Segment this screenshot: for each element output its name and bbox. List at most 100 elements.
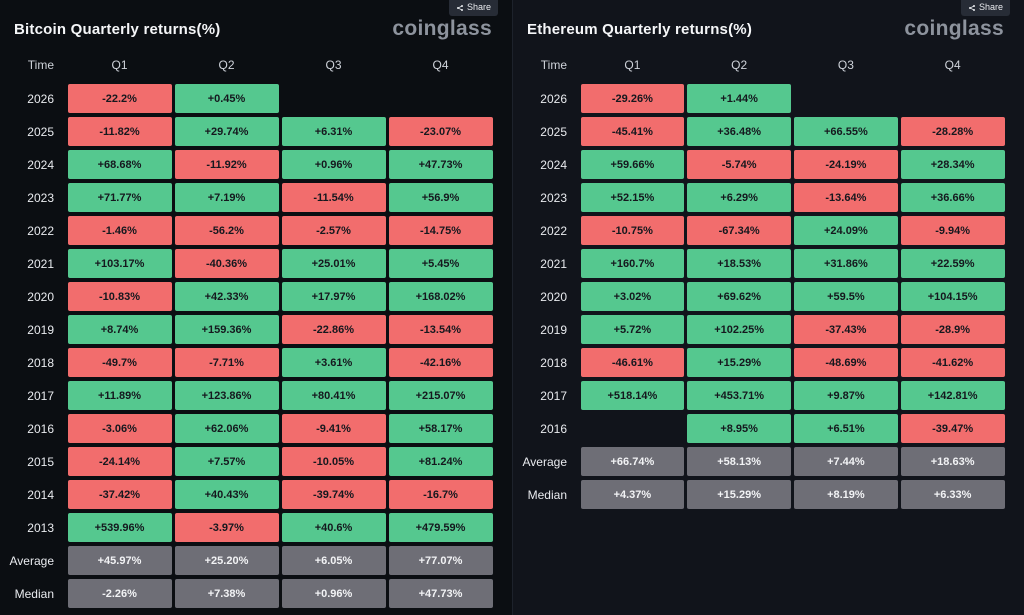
value-cell: +539.96% <box>67 513 172 542</box>
value-cell: -13.54% <box>388 315 493 344</box>
value-cell: -10.05% <box>281 447 386 476</box>
row-label: 2020 <box>27 289 54 304</box>
table-row: 2026 -29.26% +1.44% <box>521 84 1006 113</box>
empty-cell <box>389 84 493 113</box>
table-row: 2023 +71.77% +7.19% -11.54% +56.9% <box>8 183 494 212</box>
table-row: 2022 -1.46% -56.2% -2.57% -14.75% <box>8 216 494 245</box>
row-label: 2015 <box>27 454 54 469</box>
value-cell: +0.96% <box>281 150 386 179</box>
row-label: 2016 <box>540 421 567 436</box>
table-row: 2024 +59.66% -5.74% -24.19% +28.34% <box>521 150 1006 179</box>
value-cell: -5.74% <box>687 150 791 179</box>
row-label: 2017 <box>27 388 54 403</box>
page-title: Ethereum Quarterly returns(%) <box>527 20 753 38</box>
share-button-label: Share <box>978 2 1003 12</box>
value-cell: -23.07% <box>388 117 493 146</box>
table-row: 2018 -49.7% -7.71% +3.61% -42.16% <box>8 348 494 377</box>
value-cell: +25.20% <box>174 546 279 575</box>
value-cell: +5.45% <box>388 249 493 278</box>
value-cell: +6.33% <box>900 480 1005 509</box>
row-label: Average <box>9 553 54 568</box>
share-button[interactable]: Share <box>960 0 1010 16</box>
column-header-time: Time <box>27 58 54 72</box>
column-header: Q3 <box>837 58 854 72</box>
table-row: Average +66.74% +58.13% +7.44% +18.63% <box>521 447 1006 476</box>
empty-cell <box>581 414 685 443</box>
value-cell: +52.15% <box>580 183 685 212</box>
value-cell: -39.74% <box>281 480 386 509</box>
value-cell: -37.43% <box>794 315 898 344</box>
value-cell: -14.75% <box>388 216 493 245</box>
value-cell: -49.7% <box>67 348 172 377</box>
value-cell: +9.87% <box>794 381 898 410</box>
value-cell: -11.92% <box>174 150 279 179</box>
table-row: 2018 -46.61% +15.29% -48.69% -41.62% <box>521 348 1006 377</box>
row-label: 2021 <box>27 256 54 271</box>
value-cell: +479.59% <box>388 513 493 542</box>
column-header: Q2 <box>218 58 235 72</box>
row-label: Median <box>14 586 54 601</box>
value-cell: +453.71% <box>687 381 791 410</box>
value-cell: -41.62% <box>900 348 1005 377</box>
table-row: 2017 +11.89% +123.86% +80.41% +215.07% <box>8 381 494 410</box>
table-row: 2023 +52.15% +6.29% -13.64% +36.66% <box>521 183 1006 212</box>
ethereum-returns-panel: Share Ethereum Quarterly returns(%) coin… <box>512 0 1024 615</box>
value-cell: -9.41% <box>281 414 386 443</box>
value-cell: +24.09% <box>794 216 898 245</box>
row-label: 2019 <box>27 322 54 337</box>
row-label: 2022 <box>27 223 54 238</box>
value-cell: +215.07% <box>388 381 493 410</box>
value-cell: -24.14% <box>67 447 172 476</box>
value-cell: -10.75% <box>580 216 685 245</box>
row-label: 2026 <box>27 91 54 106</box>
value-cell: -7.71% <box>174 348 279 377</box>
table-row: 2016 +8.95% +6.51% -39.47% <box>521 414 1006 443</box>
value-cell: -28.9% <box>900 315 1005 344</box>
row-label: 2025 <box>540 124 567 139</box>
value-cell: +81.24% <box>388 447 493 476</box>
value-cell: +22.59% <box>900 249 1005 278</box>
value-cell: +6.51% <box>794 414 898 443</box>
value-cell: +518.14% <box>580 381 685 410</box>
value-cell: -28.28% <box>900 117 1005 146</box>
table-row: 2013 +539.96% -3.97% +40.6% +479.59% <box>8 513 494 542</box>
value-cell: +58.17% <box>388 414 493 443</box>
value-cell: +47.73% <box>388 150 493 179</box>
row-label: 2013 <box>27 520 54 535</box>
value-cell: +11.89% <box>67 381 172 410</box>
row-label: 2023 <box>27 190 54 205</box>
table-row: 2019 +5.72% +102.25% -37.43% -28.9% <box>521 315 1006 344</box>
table-row: 2025 -45.41% +36.48% +66.55% -28.28% <box>521 117 1006 146</box>
value-cell: +71.77% <box>67 183 172 212</box>
value-cell: +36.66% <box>900 183 1005 212</box>
share-icon <box>456 4 464 12</box>
bitcoin-returns-panel: Share Bitcoin Quarterly returns(%) coing… <box>8 0 498 608</box>
row-label: 2018 <box>540 355 567 370</box>
bitcoin-returns-table: Time Q1 Q2 Q3 Q4 2026 -22.2% +0.45% 2025 -11.82% +… <box>8 53 494 608</box>
value-cell: +0.45% <box>174 84 279 113</box>
row-label: Average <box>522 454 567 469</box>
value-cell: +15.29% <box>687 348 791 377</box>
value-cell: +103.17% <box>67 249 172 278</box>
value-cell: -24.19% <box>794 150 898 179</box>
value-cell: +25.01% <box>281 249 386 278</box>
table-row: 2024 +68.68% -11.92% +0.96% +47.73% <box>8 150 494 179</box>
value-cell: +56.9% <box>388 183 493 212</box>
value-cell: +59.66% <box>580 150 685 179</box>
value-cell: -2.26% <box>67 579 172 608</box>
row-label: 2020 <box>540 289 567 304</box>
value-cell: -22.2% <box>67 84 172 113</box>
table-row: 2021 +160.7% +18.53% +31.86% +22.59% <box>521 249 1006 278</box>
table-row: 2022 -10.75% -67.34% +24.09% -9.94% <box>521 216 1006 245</box>
share-button[interactable]: Share <box>448 0 498 16</box>
table-row: 2020 -10.83% +42.33% +17.97% +168.02% <box>8 282 494 311</box>
value-cell: -2.57% <box>281 216 386 245</box>
row-label: 2021 <box>540 256 567 271</box>
coinglass-logo: coinglass <box>904 17 1004 40</box>
column-header: Q1 <box>624 58 641 72</box>
table-header-row: Time Q1 Q2 Q3 Q4 <box>521 53 1006 77</box>
value-cell: +66.55% <box>794 117 898 146</box>
table-row: 2021 +103.17% -40.36% +25.01% +5.45% <box>8 249 494 278</box>
value-cell: -37.42% <box>67 480 172 509</box>
row-label: 2018 <box>27 355 54 370</box>
